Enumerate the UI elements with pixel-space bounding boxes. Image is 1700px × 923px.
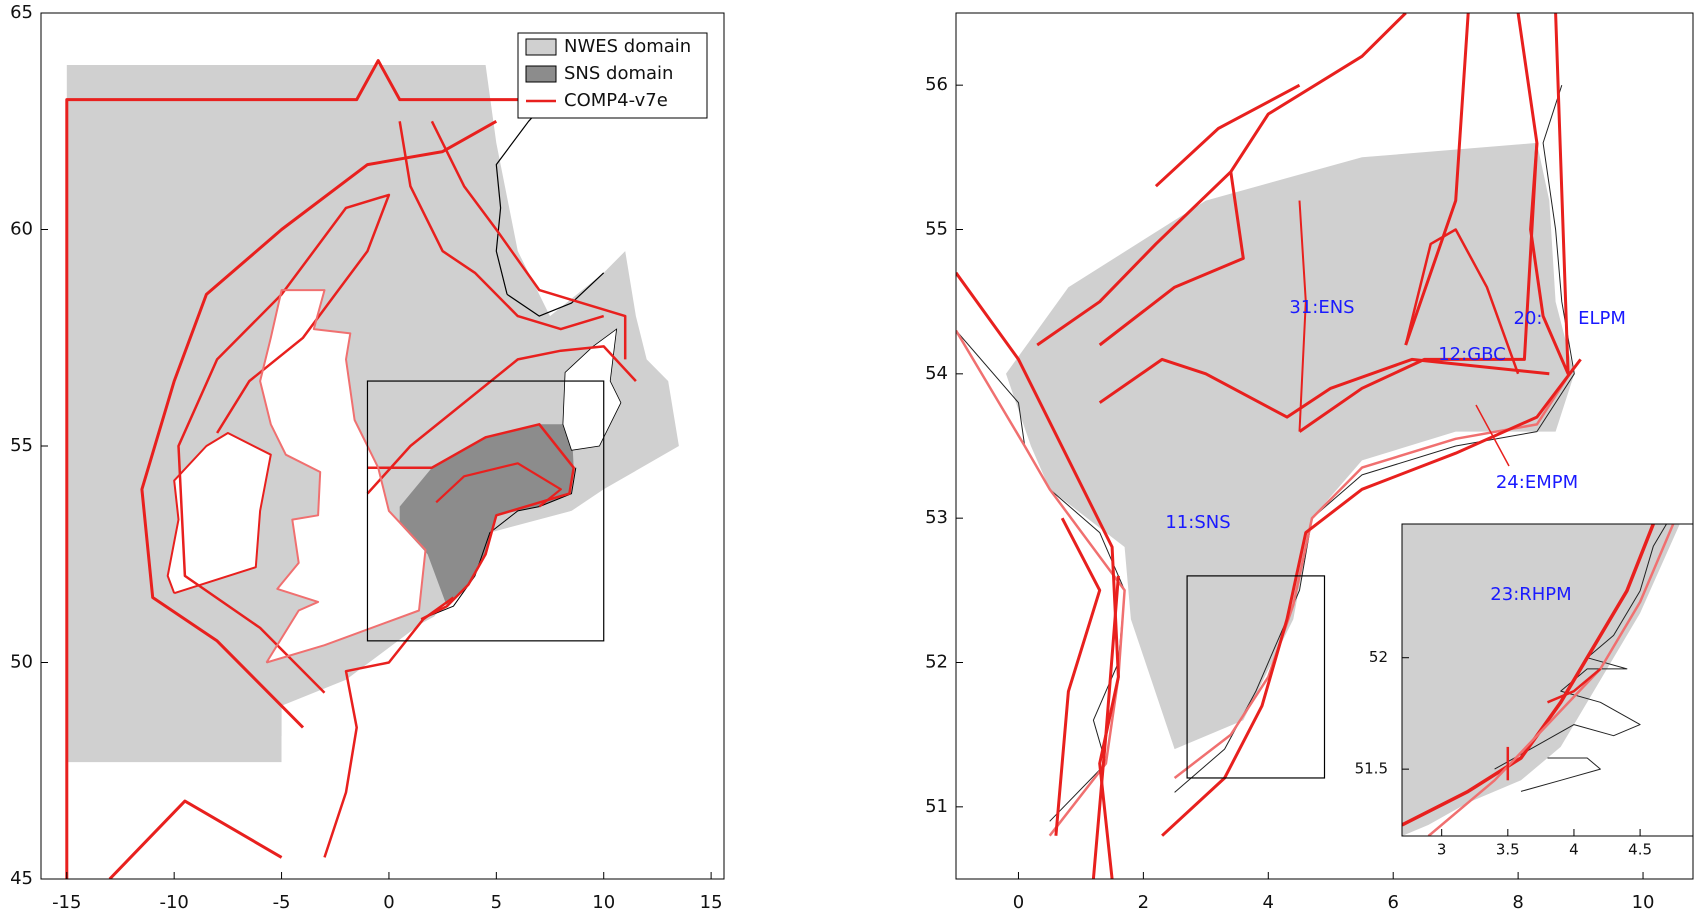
contour [435, 462, 562, 508]
region-label: 11:SNS [1165, 512, 1230, 533]
coast-zone [323, 596, 455, 858]
norway-coast [506, 272, 605, 317]
region-label: 20: [1514, 308, 1543, 329]
x-tick-label: 8 [1512, 892, 1523, 913]
axes-frame [40, 12, 725, 880]
contour [366, 345, 637, 495]
x-tick-label: 10 [592, 892, 615, 913]
x-tick-label: -10 [159, 892, 188, 913]
boundary [1547, 667, 1602, 704]
sns-domain [1402, 524, 1680, 836]
y-tick-label: 65 [10, 2, 33, 23]
x-tick-label: -15 [52, 892, 81, 913]
boundary [1098, 357, 1550, 419]
x-tick-label: 15 [700, 892, 723, 913]
contour [398, 121, 605, 331]
land [167, 433, 271, 594]
legend-label: COMP4-v7e [564, 90, 668, 111]
map [1402, 524, 1680, 836]
y-tick-label: 55 [10, 435, 33, 456]
coast-zone [166, 432, 272, 595]
y-tick-label: 53 [925, 507, 948, 528]
legend: NWES domain SNS domain COMP4-v7e [517, 32, 708, 119]
boundary [1154, 83, 1301, 188]
y-tick-label: 50 [10, 652, 33, 673]
x-tick-label: 0 [383, 892, 394, 913]
legend-label: SNS domain [564, 63, 673, 84]
y-tick-label: 60 [10, 219, 33, 240]
nwes-domain [66, 65, 679, 763]
y-tick-label: 52 [925, 652, 948, 673]
sns-domain [1006, 142, 1575, 750]
coast-zone [1427, 524, 1675, 836]
x-tick-label: 4.5 [1628, 841, 1652, 859]
map [65, 59, 724, 879]
y-tick-label: 45 [10, 868, 33, 889]
region-label: ELPM [1578, 308, 1626, 329]
region-label: 23:RHPM [1490, 584, 1571, 605]
land [260, 290, 426, 663]
leader [1475, 404, 1510, 467]
legend-swatch [525, 65, 557, 83]
x-tick-label: 3.5 [1496, 841, 1520, 859]
boundary [1404, 228, 1520, 375]
boundary [1098, 171, 1245, 347]
contour [430, 120, 627, 360]
boundary [1402, 524, 1655, 827]
land [281, 510, 724, 879]
legend-label: NWES domain [564, 36, 691, 57]
boundary [1091, 575, 1120, 879]
boundary [1054, 517, 1102, 836]
boundary [108, 799, 283, 879]
x-tick-label: 4 [1569, 841, 1579, 859]
sns-box [366, 380, 605, 642]
y-tick-label: 51 [925, 796, 948, 817]
boundary [1298, 13, 1539, 433]
region-label: 12:GBC [1438, 344, 1506, 365]
y-tick-label: 51.5 [1355, 760, 1388, 778]
boundary [1298, 200, 1307, 432]
y-tick-label: 52 [1369, 648, 1388, 666]
y-tick-label: 56 [925, 74, 948, 95]
coast [1174, 85, 1575, 793]
contour [367, 423, 575, 621]
coast-zone [259, 289, 427, 664]
x-tick-label: -5 [273, 892, 291, 913]
x-tick-label: 5 [491, 892, 502, 913]
y-tick-label: 54 [925, 363, 948, 384]
boundary [1404, 13, 1470, 346]
x-tick-label: 3 [1437, 841, 1447, 859]
region-label: 31:ENS [1289, 297, 1354, 318]
map [956, 13, 1582, 879]
axes-frame [1401, 523, 1694, 837]
denmark [562, 328, 622, 451]
coast [1520, 757, 1601, 792]
x-tick-label: 0 [1013, 892, 1024, 913]
region-label: 24:EMPM [1496, 472, 1578, 493]
boundary [1529, 13, 1570, 376]
axes-frame [955, 12, 1694, 880]
coast-zone [956, 329, 1126, 837]
boundary [65, 59, 561, 879]
x-tick-label: 10 [1632, 892, 1655, 913]
x-tick-label: 4 [1263, 892, 1274, 913]
contour [177, 193, 391, 694]
legend-swatch [525, 38, 557, 56]
y-tick-label: 55 [925, 219, 948, 240]
x-tick-label: 2 [1138, 892, 1149, 913]
boundary [1161, 358, 1582, 837]
x-tick-label: 6 [1387, 892, 1398, 913]
inset-box [1186, 575, 1326, 779]
